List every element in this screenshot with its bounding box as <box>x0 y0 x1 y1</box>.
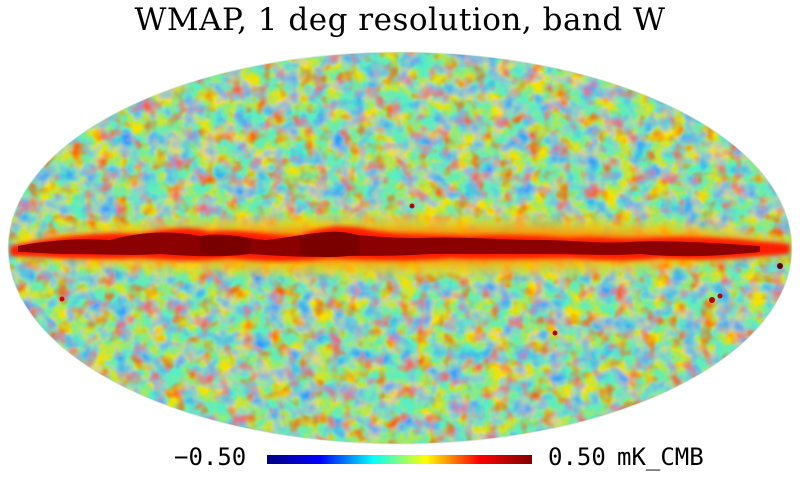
colorbar-min-label: −0.50 <box>174 443 247 471</box>
colorbar-unit-label: mK_CMB <box>617 443 704 471</box>
colorbar-max-label: 0.50 <box>548 443 606 471</box>
galactic-plane-emission <box>10 203 790 336</box>
map-title: WMAP, 1 deg resolution, band W <box>134 2 666 38</box>
map-outline <box>7 51 793 445</box>
map-projection <box>8 52 792 444</box>
colorbar <box>267 455 532 464</box>
